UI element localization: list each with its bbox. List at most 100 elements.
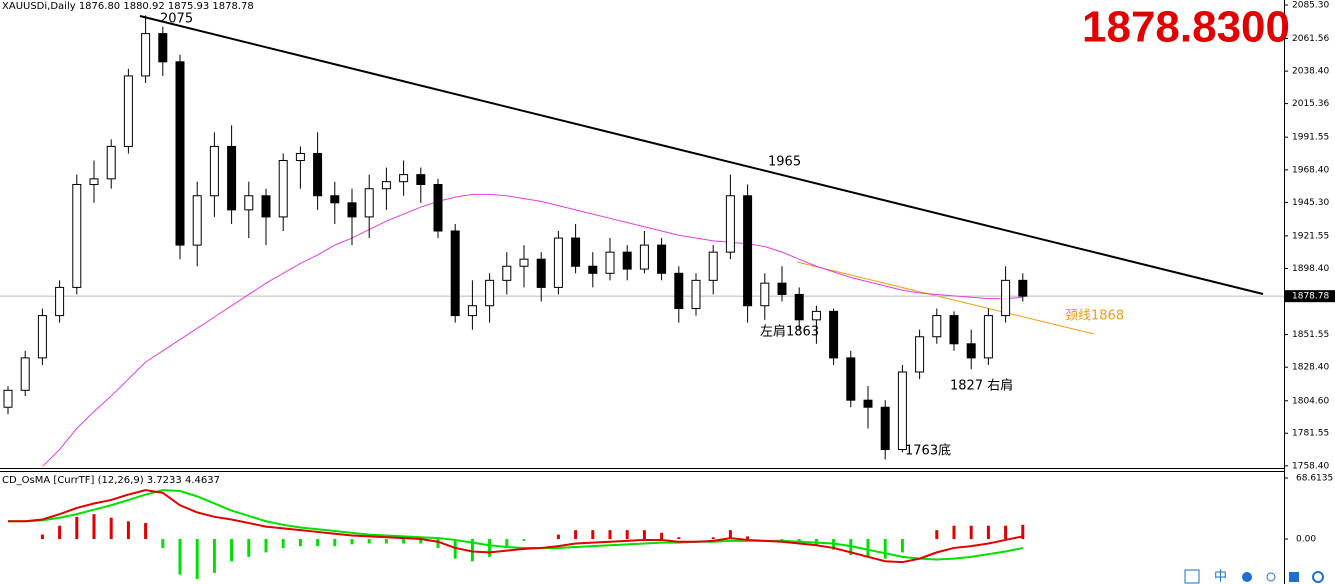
osma-bar [883,539,887,559]
candle-body [536,258,546,288]
annotation: 左肩1863 [760,324,819,340]
candle-body [1001,279,1011,317]
osma-bar [419,539,423,544]
osma-bar [625,530,629,540]
neckline [796,261,1095,335]
y-tick-label: 2015.36 [1292,99,1329,109]
candle-body [588,265,598,274]
candle-body [192,195,202,246]
candle-body [89,178,99,185]
osma-bar [1004,525,1008,540]
candle-body [743,195,753,307]
candle-body [433,183,443,232]
toolbar-icon[interactable] [1312,571,1324,583]
candle-body [966,343,976,359]
osma-bar [402,539,406,544]
candle-body [811,310,821,321]
candle-body [983,315,993,359]
candle-body [123,75,133,147]
osma-bar [711,537,715,540]
y-tick-label: 2085.30 [1292,1,1329,11]
candle-body [657,244,667,274]
current-price-box [1285,290,1335,303]
current-price-label: 1878.78 [1292,292,1329,302]
candle-body [725,195,735,253]
osma-bar [436,539,440,548]
osma-bar [230,539,234,562]
toolbar: 中 [1184,569,1324,584]
osma-bar [608,530,612,540]
osma-bar [40,534,44,540]
y-tick-label: 0.00 [1296,535,1316,545]
candle-body [347,202,357,218]
candle-body [244,195,254,211]
y-tick-label: 2061.56 [1292,34,1329,44]
candle-body [1018,279,1028,297]
candle-body [691,279,701,310]
osma-bar [281,539,285,548]
osma-bar [642,530,646,540]
osma-bar [298,539,302,547]
y-tick-label: 1851.55 [1292,330,1329,340]
osma-bar [969,525,973,540]
osma-bar [350,539,354,545]
candle-body [55,286,65,317]
osma-bar [58,525,62,540]
osma-bar [746,536,750,540]
osma-bar [144,523,148,540]
candle-body [829,310,839,359]
toolbar-icon[interactable] [1266,572,1276,582]
osma-bar [488,539,492,557]
candle-body [295,152,305,162]
chart-title: XAUUSDi,Daily 1876.80 1880.92 1875.93 18… [2,1,254,12]
candle-body [639,244,649,270]
moving-average [42,193,1023,467]
toolbar-text[interactable]: 中 [1214,570,1227,584]
price-label: 1878.8300 [1082,3,1290,52]
toolbar-icon[interactable] [1289,572,1299,582]
candle-body [674,272,684,310]
candle-body [760,282,770,307]
candle-body [416,174,426,185]
indicator-title: CD_OsMA [CurrTF] (12,26,9) 3.7233 4.4637 [2,475,220,486]
candle-body [897,371,907,451]
candle-body [141,33,151,77]
candle-body [777,282,787,295]
candle-body [519,258,529,267]
candle-body [330,195,340,204]
candle-body [880,406,890,451]
osma-bar [866,539,870,557]
osma-bar [247,539,251,557]
y-tick-label: 1921.55 [1292,231,1329,241]
annotation: 2075 [160,12,193,27]
candle-body [605,251,615,274]
annotation: 1763底 [905,443,951,459]
osma-bar [677,537,681,540]
annotation: 1965 [768,155,801,170]
osma-bar [522,539,526,541]
osma-bar [195,539,199,580]
osma-bar [556,534,560,540]
candle-body [450,230,460,317]
y-tick-label: 1991.55 [1292,133,1329,143]
candle-body [846,357,856,401]
osma-bar [470,539,474,562]
toolbar-icon[interactable] [1242,572,1252,582]
candle-body [227,145,237,211]
osma-bar [333,539,337,547]
osma-bar [728,530,732,540]
macd-line [8,489,1024,564]
signal-line [8,489,1024,561]
toolbar-icon[interactable] [1184,569,1200,584]
osma-bar [126,521,130,540]
osma-bar [384,539,388,544]
osma-bar [92,514,96,540]
osma-bar [212,539,216,573]
candle-body [261,195,271,218]
osma-bar [591,530,595,540]
candle-body [794,293,804,321]
osma-bar [367,539,371,544]
osma-bar [161,539,165,548]
